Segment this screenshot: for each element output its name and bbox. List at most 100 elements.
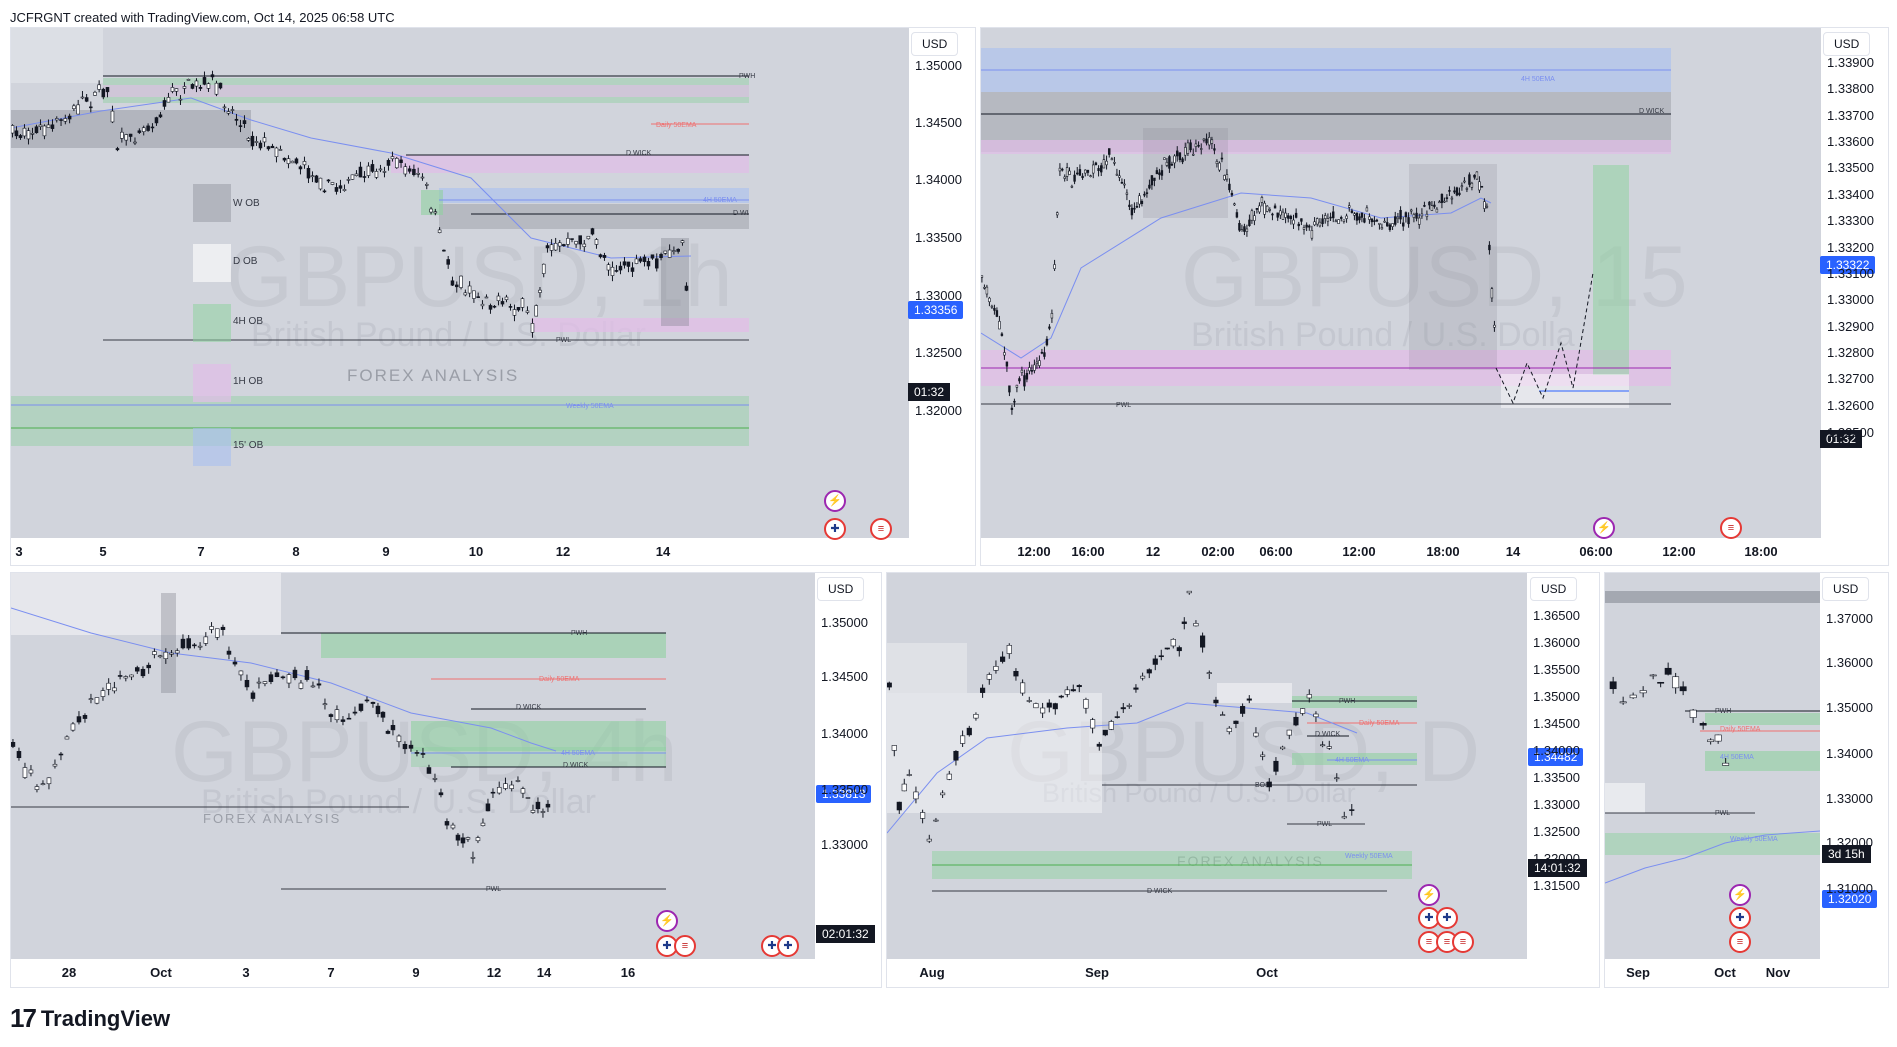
candle-body — [170, 653, 174, 654]
time-tick-label: 9 — [382, 544, 389, 559]
candle-body — [980, 688, 985, 693]
candle-body — [558, 243, 561, 246]
candle-body — [1364, 218, 1366, 222]
event-us-flag-icon[interactable]: ≡ — [674, 935, 696, 957]
price-tick-label: 1.31500 — [1533, 878, 1580, 893]
candle-body — [1216, 161, 1218, 163]
time-tick-label: 16 — [621, 965, 635, 980]
price-tick-label: 1.32500 — [1533, 824, 1580, 839]
price-tick-label: 1.35000 — [915, 58, 962, 73]
candle-body — [1109, 722, 1114, 730]
event-us-flag-icon[interactable]: ≡ — [870, 518, 892, 540]
daily-ema-label: Daily 50EMA — [539, 676, 580, 683]
candle-body — [409, 745, 413, 748]
candle-body — [112, 688, 116, 691]
event-flash-icon[interactable]: ⚡ — [1729, 884, 1751, 906]
event-us-flag-icon[interactable]: ≡ — [1729, 931, 1751, 953]
event-gb-flag-icon[interactable]: ✚ — [824, 518, 846, 540]
candle-body — [464, 293, 467, 295]
chart-panel-gbpusd-15m[interactable]: GBPUSD, 15 British Pound / U.S. Dolla 4H… — [980, 27, 1889, 566]
candle-body — [376, 706, 380, 714]
candle-body — [1351, 211, 1353, 213]
chart-drawing: 4H 50EMAD WICKPWL — [981, 28, 1821, 538]
candle-body — [1208, 137, 1210, 145]
tradingview-footer[interactable]: 17 TradingView — [10, 1003, 170, 1034]
d-ob-zone — [1217, 683, 1292, 703]
time-axis[interactable] — [11, 538, 909, 565]
candle-body — [1027, 700, 1032, 701]
chart-panel-gbpusd-daily[interactable]: GBPUSD, D British Pound / U.S. Dollar FO… — [886, 572, 1600, 988]
candle-body — [1456, 188, 1458, 195]
candle-body — [1434, 205, 1436, 206]
candle-body — [164, 652, 168, 658]
candle-body — [647, 261, 650, 266]
pwh-label: PWH — [571, 630, 587, 637]
chart-panel-gbpusd-4h[interactable]: GBPUSD, 4h British Pound / U.S. Dollar F… — [10, 572, 882, 988]
candle-body — [1335, 778, 1340, 779]
event-flash-icon[interactable]: ⚡ — [1418, 884, 1440, 906]
event-us-flag-icon[interactable]: ≡ — [1452, 931, 1474, 953]
candle-body — [287, 675, 291, 683]
candle-body — [934, 820, 939, 821]
candle-body — [257, 682, 261, 683]
candle-body — [263, 138, 266, 142]
chart-panel-gbpusd-weekly[interactable]: PWH Daily 50EMA 4H 50EMA PWL Weekly 50EMA US… — [1604, 572, 1889, 988]
candle-body — [1164, 158, 1166, 160]
candle-body — [235, 119, 238, 120]
time-tick-label: 12 — [487, 965, 501, 980]
event-flash-icon[interactable]: ⚡ — [824, 490, 846, 512]
candle-body — [1327, 219, 1329, 222]
candle-body — [497, 296, 500, 301]
candle-body — [211, 75, 214, 77]
pwl-label: PWL — [1317, 821, 1332, 828]
currency-label[interactable]: USD — [911, 32, 958, 56]
currency-label[interactable]: USD — [1530, 577, 1577, 601]
candle-body — [403, 744, 407, 749]
candle-body — [1184, 147, 1186, 155]
candle-body — [1165, 648, 1170, 649]
candle-body — [623, 262, 626, 265]
candle-body — [1269, 209, 1271, 210]
candle-body — [187, 79, 190, 80]
currency-label[interactable]: USD — [1822, 577, 1869, 601]
candle-body — [1103, 730, 1108, 735]
currency-label[interactable]: USD — [817, 577, 864, 601]
candle-body — [1446, 198, 1448, 199]
candle-body — [363, 177, 366, 178]
price-tick-label: 1.34000 — [1533, 743, 1580, 758]
candle-body — [135, 668, 139, 672]
candle-body — [1049, 327, 1051, 329]
candle-body — [219, 83, 222, 88]
chart-panel-gbpusd-1h[interactable]: GBPUSD, 1h British Pound / U.S. Dollar F… — [10, 27, 976, 566]
candle-body — [485, 297, 488, 298]
candle-body — [1064, 177, 1066, 179]
time-axis[interactable] — [887, 959, 1527, 987]
candle-body — [421, 177, 424, 178]
candle-body — [1211, 140, 1213, 144]
time-tick-label: Sep — [1626, 965, 1650, 980]
time-tick-label: 06:00 — [1259, 544, 1292, 559]
candle-body — [215, 629, 219, 638]
price-tick-label: 1.34000 — [915, 172, 962, 187]
pwl-label: PWL — [1715, 810, 1730, 817]
candle-body — [1354, 214, 1356, 216]
event-gb-flag-icon[interactable]: ✚ — [1729, 907, 1751, 929]
event-gb-flag-icon[interactable]: ✚ — [777, 935, 799, 957]
event-gb-flag-icon[interactable]: ✚ — [1436, 907, 1458, 929]
candle-body — [1295, 213, 1297, 217]
event-flash-icon[interactable]: ⚡ — [656, 910, 678, 932]
candle-body — [1416, 213, 1418, 218]
candle-body — [1620, 702, 1626, 703]
candle-body — [566, 238, 569, 244]
candle-body — [1259, 206, 1261, 212]
candle-body — [1103, 160, 1105, 168]
candle-body — [152, 652, 156, 655]
event-us-flag-icon[interactable]: ≡ — [1720, 517, 1742, 539]
chart-drawing: PWHDaily 50EMAD WICK4H 50EMAD WICKPWL — [11, 573, 815, 959]
candle-body — [456, 835, 460, 840]
price-axis[interactable] — [1820, 573, 1888, 987]
candle-body — [1054, 265, 1056, 269]
currency-label[interactable]: USD — [1823, 32, 1870, 56]
candle-body — [347, 179, 350, 180]
event-flash-icon[interactable]: ⚡ — [1593, 517, 1615, 539]
